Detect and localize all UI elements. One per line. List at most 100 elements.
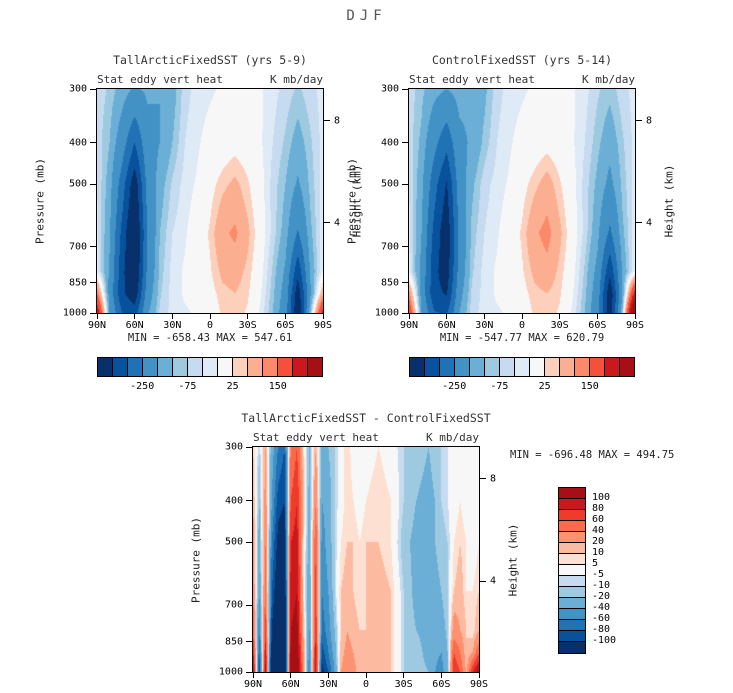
pressure-tick <box>246 671 252 673</box>
latitude-tick-label: 60S <box>276 320 295 331</box>
latitude-tick <box>483 314 485 319</box>
colorbar-segment <box>470 358 485 376</box>
pressure-tick <box>90 282 96 284</box>
colorbar-segment <box>308 358 322 376</box>
pressure-axis-label: Pressure (mb) <box>189 516 203 603</box>
pressure-tick-label: 300 <box>380 83 399 95</box>
colorbar-segment <box>128 358 143 376</box>
contour-plot-canvas <box>96 88 324 314</box>
latitude-tick-label: 60N <box>437 320 456 331</box>
colorbar-tick-label: 20 <box>592 536 605 547</box>
latitude-tick-label: 30S <box>394 679 413 690</box>
colorbar-segment <box>485 358 500 376</box>
pressure-axis-label: Pressure (mb) <box>33 157 47 245</box>
colorbar-segment <box>559 642 585 653</box>
latitude-tick <box>446 314 448 319</box>
pressure-tick <box>246 541 252 543</box>
latitude-tick <box>284 314 286 319</box>
latitude-tick-label: 0 <box>362 679 370 690</box>
colorbar-segment <box>248 358 263 376</box>
pressure-tick <box>402 312 408 314</box>
colorbar-segment <box>559 532 585 543</box>
colorbar-segment <box>203 358 218 376</box>
colorbar-tick-label: 150 <box>268 381 287 392</box>
latitude-tick <box>290 673 292 678</box>
pressure-tick-label: 300 <box>224 441 243 453</box>
pressure-tick <box>90 88 96 90</box>
latitude-tick-label: 90S <box>313 320 333 331</box>
colorbar-segment <box>440 358 455 376</box>
colorbar-segment <box>590 358 605 376</box>
colorbar-segment <box>158 358 173 376</box>
pressure-tick <box>246 604 252 606</box>
colorbar-tick-label: 80 <box>592 503 605 514</box>
colorbar-tick-label: -5 <box>592 569 605 580</box>
latitude-tick <box>209 314 211 319</box>
minmax-text: MIN = -696.48 MAX = 494.75 <box>510 449 675 461</box>
colorbar-horizontal-right: -250 -75 25 150 <box>409 357 635 403</box>
pressure-tick <box>402 88 408 90</box>
latitude-tick-label: 90N <box>243 679 263 690</box>
height-tick-label: 4 <box>334 217 341 229</box>
pressure-tick-label: 700 <box>68 241 87 253</box>
colorbar-segment <box>410 358 425 376</box>
colorbar-tick-label: -75 <box>178 381 197 392</box>
colorbar-segment <box>188 358 203 376</box>
colorbar-segment <box>278 358 293 376</box>
colorbar-segment <box>173 358 188 376</box>
height-axis-label: Height (km) <box>506 523 520 596</box>
pressure-tick-label: 700 <box>380 241 399 253</box>
latitude-tick <box>134 314 136 319</box>
latitude-tick-label: 30N <box>475 320 494 331</box>
field-name-label: Stat eddy vert heat <box>97 73 223 86</box>
pressure-tick <box>90 312 96 314</box>
colorbar-tick-label: -40 <box>592 602 611 613</box>
height-tick <box>480 478 486 480</box>
height-tick <box>636 222 642 224</box>
colorbar-segment <box>263 358 278 376</box>
latitude-tick-label: 30S <box>238 320 257 331</box>
colorbar-tick-label: 60 <box>592 514 605 525</box>
latitude-tick <box>403 673 405 678</box>
colorbar-segment <box>559 488 585 499</box>
pressure-tick <box>90 246 96 248</box>
figure-title: DJF <box>346 8 387 24</box>
colorbar-tick-label: -250 <box>442 381 467 392</box>
latitude-tick-label: 90S <box>469 679 489 690</box>
colorbar-segment <box>143 358 158 376</box>
height-tick-label: 4 <box>490 575 497 587</box>
panel-title: ControlFixedSST (yrs 5-14) <box>431 53 612 67</box>
minmax-text: MIN = -547.77 MAX = 620.79 <box>439 332 605 344</box>
colorbar-segment <box>293 358 308 376</box>
colorbar-segment <box>575 358 590 376</box>
latitude-tick <box>365 673 367 678</box>
contour-plot-canvas <box>252 446 480 673</box>
latitude-tick-label: 30N <box>319 679 338 690</box>
colorbar-segment <box>559 543 585 554</box>
units-label: K mb/day <box>426 431 479 444</box>
colorbar-segment <box>559 565 585 576</box>
pressure-tick-label: 500 <box>224 536 243 548</box>
colorbar-segment <box>559 631 585 642</box>
panel-difference: TallArcticFixedSST - ControlFixedSST Sta… <box>190 411 675 690</box>
latitude-tick-label: 60S <box>588 320 607 331</box>
pressure-tick <box>402 246 408 248</box>
latitude-tick <box>634 314 636 319</box>
pressure-tick-label: 400 <box>380 137 399 149</box>
colorbar-segment <box>559 554 585 565</box>
latitude-tick <box>247 314 249 319</box>
height-tick <box>324 120 330 122</box>
units-label: K mb/day <box>582 73 635 86</box>
pressure-tick <box>246 500 252 502</box>
height-axis-label: Height (km) <box>662 164 676 238</box>
colorbar-segment <box>98 358 113 376</box>
colorbar-segment <box>425 358 440 376</box>
latitude-tick-label: 60N <box>125 320 144 331</box>
colorbar-tick-label: -20 <box>592 591 611 602</box>
colorbar-tick-label: 40 <box>592 525 605 536</box>
colorbar-segment <box>559 587 585 598</box>
colorbar-labels: -250 -75 25 150 <box>97 381 323 395</box>
contour-plot-canvas <box>408 88 636 314</box>
colorbar-tick-label: 10 <box>592 547 605 558</box>
latitude-tick <box>327 673 329 678</box>
